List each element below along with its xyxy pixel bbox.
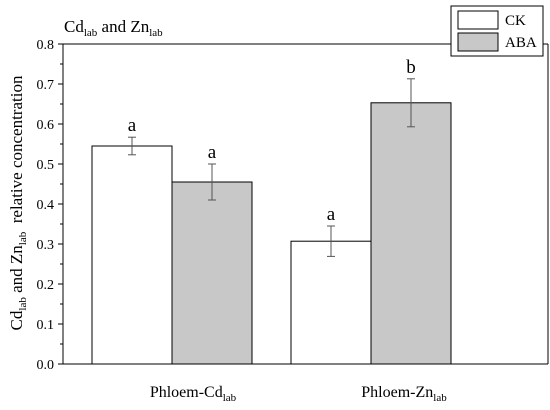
y-tick-label-2: 0.2 bbox=[37, 278, 55, 293]
bar-ck-phloem-cd bbox=[91, 145, 173, 365]
y-tick-label-3: 0.3 bbox=[37, 238, 55, 253]
x-category-label-phloem-cd: Phloem-Cdlab bbox=[150, 384, 237, 404]
significance-letter-ck-0: a bbox=[128, 115, 137, 136]
y-tick-label-0: 0.0 bbox=[37, 358, 55, 373]
legend-swatch-aba bbox=[457, 32, 499, 52]
significance-letter-aba-1: b bbox=[406, 57, 416, 78]
y-axis-label: Cdlab and Znlab relative concentration bbox=[7, 75, 29, 330]
significance-letter-ck-1: a bbox=[327, 204, 336, 225]
significance-letter-aba-0: a bbox=[208, 142, 217, 163]
y-tick-label-5: 0.5 bbox=[37, 158, 55, 173]
y-tick-label-4: 0.4 bbox=[37, 198, 55, 213]
y-tick-label-1: 0.1 bbox=[37, 318, 55, 333]
legend-label-aba: ABA bbox=[505, 35, 537, 51]
legend-label-ck: CK bbox=[505, 13, 526, 29]
x-category-label-phloem-zn: Phloem-Znlab bbox=[361, 384, 447, 404]
legend-swatch-ck bbox=[457, 10, 499, 30]
chart-title: Cdlab and Znlab bbox=[64, 17, 163, 39]
plot-area: a a a b 0.0 0.1 0.2 0.3 0.4 0.5 0.6 0.7 0.8 bbox=[37, 38, 549, 373]
y-tick-label-8: 0.8 bbox=[37, 38, 55, 53]
y-tick-label-6: 0.6 bbox=[37, 118, 55, 133]
y-tick-label-7: 0.7 bbox=[37, 78, 55, 93]
bar-ck-phloem-zn bbox=[290, 240, 372, 365]
legend: CK ABA bbox=[450, 5, 544, 57]
bar-aba-phloem-cd bbox=[171, 181, 253, 365]
bar-aba-phloem-zn bbox=[370, 102, 452, 365]
